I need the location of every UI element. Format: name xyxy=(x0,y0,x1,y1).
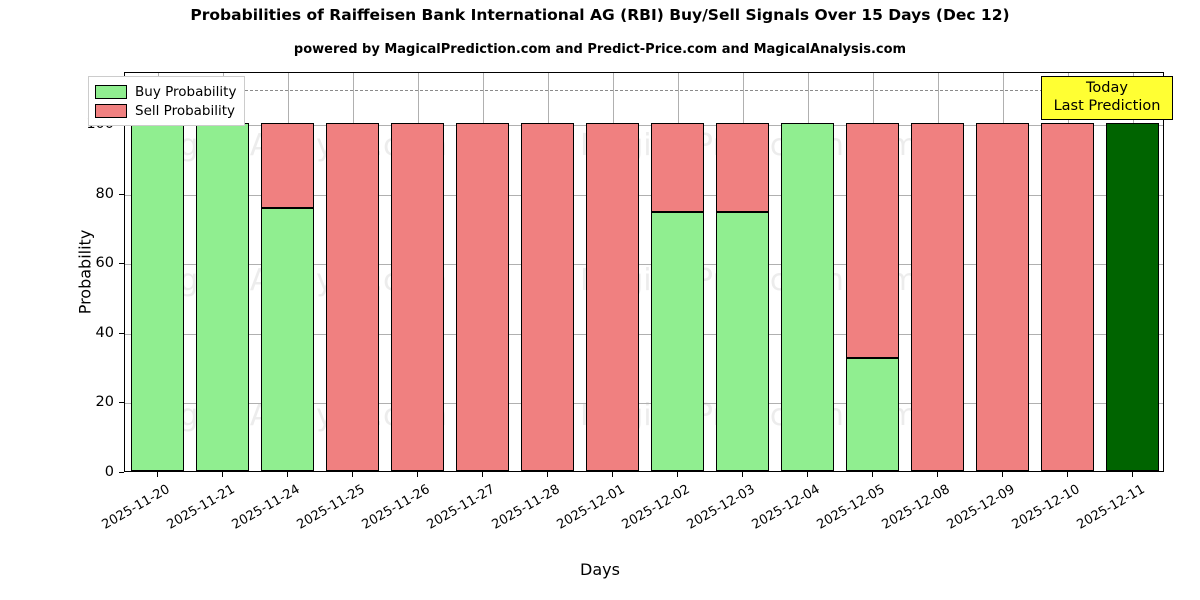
today-label-line1: Today xyxy=(1086,80,1128,96)
y-tick-mark xyxy=(119,263,124,264)
legend-item-sell[interactable]: Sell Probability xyxy=(95,101,236,120)
bar-segment-sell xyxy=(910,123,965,471)
y-tick-label: 60 xyxy=(95,255,114,272)
y-tick-mark xyxy=(119,402,124,403)
bar-group[interactable] xyxy=(130,73,185,471)
y-axis-label: Probability xyxy=(75,229,95,315)
bar-segment-sell xyxy=(1040,123,1095,471)
y-tick-mark xyxy=(119,194,124,195)
bar-segment-buy xyxy=(260,208,315,471)
gridline-horizontal xyxy=(125,194,1163,196)
x-tick-mark xyxy=(872,472,873,477)
bar-segment-buy xyxy=(650,211,705,471)
bar-segment-sell xyxy=(325,123,380,471)
bar-segment-buy xyxy=(780,123,835,471)
x-tick-mark xyxy=(287,472,288,477)
bar-segment-sell xyxy=(260,123,315,209)
bar-group[interactable] xyxy=(520,73,575,471)
bar-segment-buy xyxy=(130,123,185,471)
chart-subtitle: powered by MagicalPrediction.com and Pre… xyxy=(293,42,907,57)
x-tick-mark xyxy=(157,472,158,477)
bar-group[interactable] xyxy=(975,73,1030,471)
chart-legend: Buy Probability Sell Probability xyxy=(88,76,246,126)
threshold-dashed-line xyxy=(125,90,1163,92)
bar-group[interactable] xyxy=(260,73,315,471)
bar-group[interactable] xyxy=(1040,73,1095,471)
x-tick-mark xyxy=(677,472,678,477)
y-tick-label: 20 xyxy=(95,394,114,411)
legend-swatch-sell-icon xyxy=(95,103,127,118)
x-tick-mark xyxy=(937,472,938,477)
y-tick-label: 40 xyxy=(95,324,114,341)
bar-group[interactable] xyxy=(715,73,770,471)
bar-group[interactable] xyxy=(650,73,705,471)
bar-group[interactable] xyxy=(845,73,900,471)
today-label-line2: Last Prediction xyxy=(1053,97,1161,114)
legend-item-buy[interactable]: Buy Probability xyxy=(95,82,236,101)
x-tick-mark xyxy=(547,472,548,477)
y-tick-label: 0 xyxy=(104,464,114,480)
bar-group[interactable] xyxy=(910,73,965,471)
x-tick-mark xyxy=(807,472,808,477)
today-annotation: Today Last Prediction xyxy=(1041,76,1173,121)
bar-group[interactable] xyxy=(195,73,250,471)
bar-segment-sell xyxy=(715,123,770,212)
bar-segment-sell xyxy=(390,123,445,471)
x-tick-mark xyxy=(417,472,418,477)
gridline-horizontal xyxy=(125,333,1163,335)
bar-segment-sell xyxy=(650,123,705,212)
x-tick-mark xyxy=(1132,472,1133,477)
gridline-horizontal xyxy=(125,403,1163,405)
y-tick-label: 80 xyxy=(95,185,114,202)
bar-group[interactable] xyxy=(1105,73,1160,471)
bar-segment-sell xyxy=(455,123,510,471)
bar-segment-buy xyxy=(715,211,770,471)
legend-label-buy: Buy Probability xyxy=(135,83,237,100)
x-tick-mark xyxy=(1067,472,1068,477)
bar-segment-buy xyxy=(845,358,900,471)
x-tick-mark xyxy=(482,472,483,477)
bar-segment-sell xyxy=(975,123,1030,471)
x-axis-label: Days xyxy=(580,560,620,579)
gridline-horizontal xyxy=(125,264,1163,266)
plot-area: MagicalAnalysis.comMagicalPrediction.com… xyxy=(76,72,1164,472)
gridline-horizontal xyxy=(125,125,1163,127)
bar-segment-sell xyxy=(520,123,575,471)
bar-segment-sell xyxy=(845,123,900,359)
bar-group[interactable] xyxy=(325,73,380,471)
bar-group[interactable] xyxy=(585,73,640,471)
plot-inner: MagicalAnalysis.comMagicalPrediction.com… xyxy=(125,73,1163,471)
x-tick-mark xyxy=(1002,472,1003,477)
bar-group[interactable] xyxy=(780,73,835,471)
bar-segment-sell xyxy=(585,123,640,471)
bar-segment-buy xyxy=(195,123,250,471)
legend-label-sell: Sell Probability xyxy=(135,102,236,119)
chart-title: Probabilities of Raiffeisen Bank Interna… xyxy=(190,6,1010,24)
legend-swatch-buy-icon xyxy=(95,84,127,99)
bar-segment-today xyxy=(1105,123,1160,471)
x-tick-mark xyxy=(352,472,353,477)
x-tick-mark xyxy=(612,472,613,477)
y-tick-mark xyxy=(119,333,124,334)
x-tick-mark xyxy=(742,472,743,477)
bar-group[interactable] xyxy=(390,73,445,471)
bar-group[interactable] xyxy=(455,73,510,471)
y-tick-mark xyxy=(119,472,124,473)
x-tick-mark xyxy=(222,472,223,477)
